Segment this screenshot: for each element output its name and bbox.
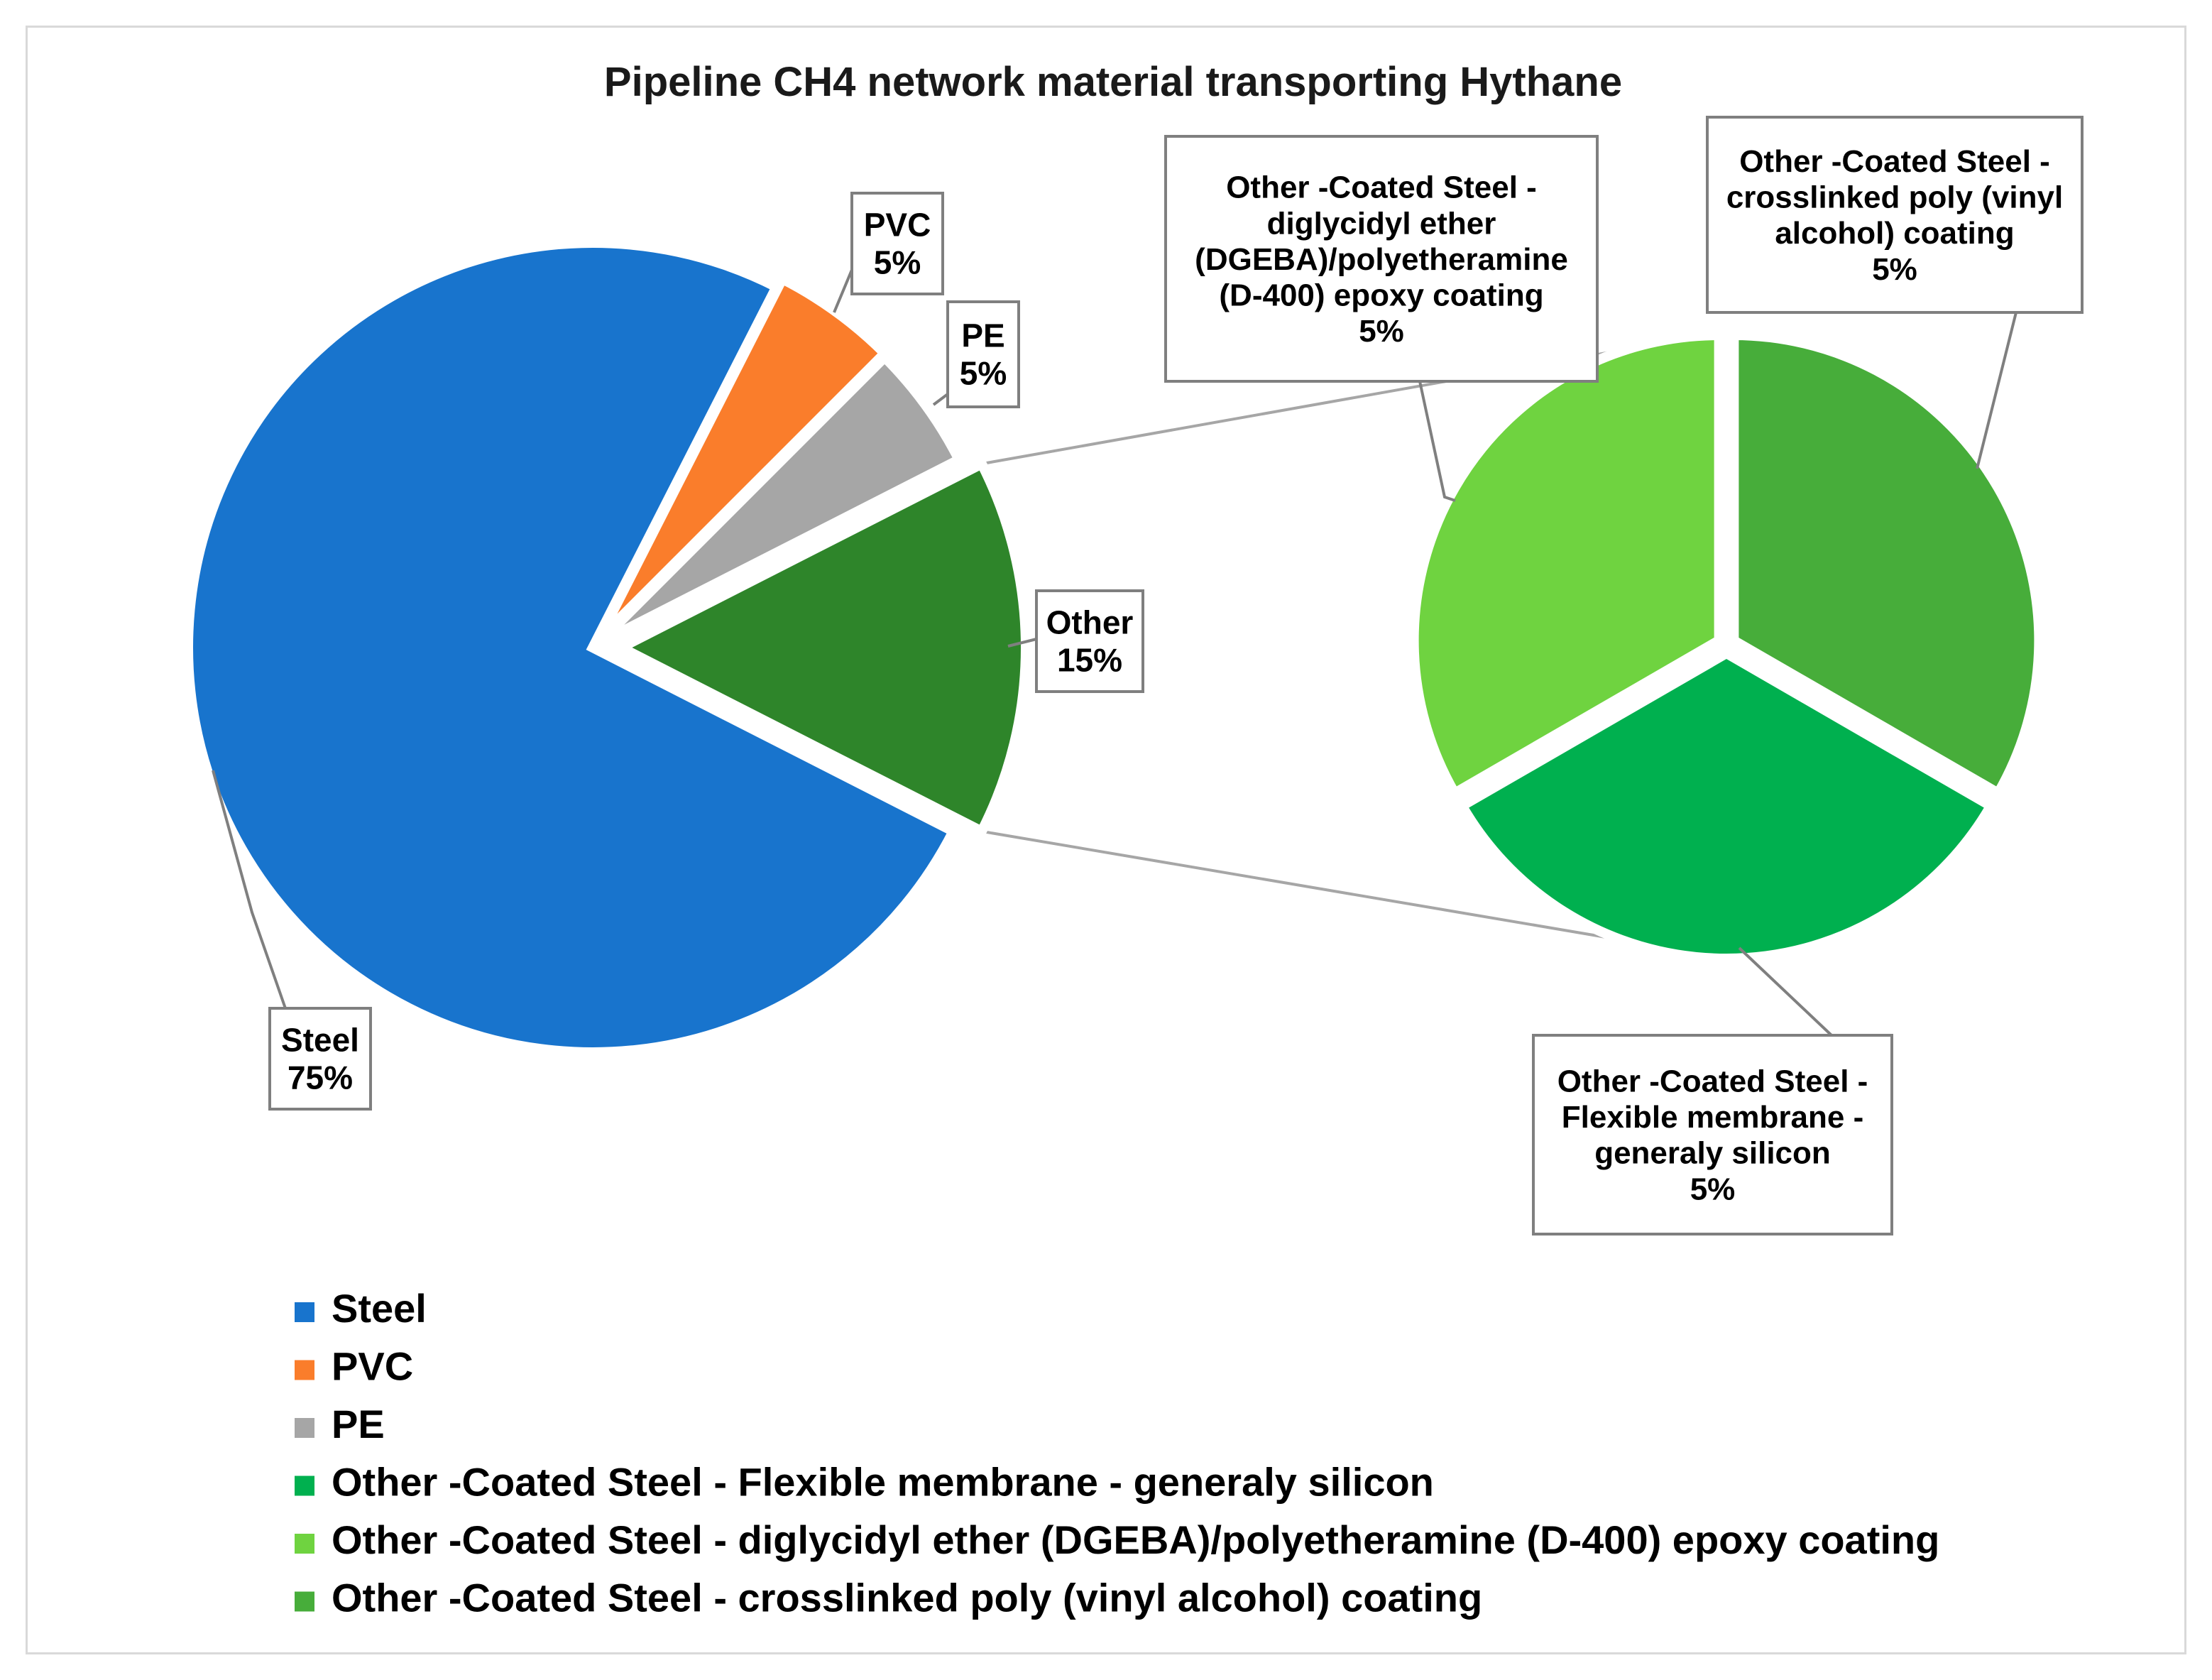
legend-label-4: Other -Coated Steel - Flexible membrane … — [332, 1460, 1434, 1505]
label-box-pvc — [850, 192, 944, 295]
legend-label-3: PE — [332, 1402, 385, 1446]
leader-line-pvc — [833, 269, 853, 313]
label-text-steel-0: Steel — [281, 1022, 359, 1059]
label-box-steel — [268, 1007, 372, 1111]
label-text-pe-1: 5% — [960, 355, 1007, 392]
legend-swatch-3 — [295, 1418, 314, 1438]
label-text-membrane-1: Flexible membrane - — [1562, 1100, 1863, 1135]
label-text-membrane-0: Other -Coated Steel - — [1557, 1064, 1868, 1099]
chart-title: Pipeline CH4 network material transporti… — [604, 59, 1622, 105]
pie-slice-other-coated-steel-flexible-membrane-gen — [1455, 647, 1998, 964]
label-text-pe-0: PE — [961, 317, 1004, 354]
label-text-pvc-1: 5% — [874, 244, 921, 281]
secondary-pie — [1408, 329, 2044, 964]
pie-slice-pe — [595, 350, 966, 648]
legend-swatch-2 — [295, 1360, 314, 1380]
legend-swatch-4 — [295, 1476, 314, 1496]
data-label-pva: Other -Coated Steel -crosslinked poly (v… — [1706, 116, 2084, 469]
legend-label-6: Other -Coated Steel - crosslinked poly (… — [332, 1576, 1482, 1620]
label-text-epoxy-4: 5% — [1359, 314, 1404, 349]
leader-line-epoxy — [1418, 381, 1456, 502]
data-label-membrane: Other -Coated Steel -Flexible membrane -… — [1532, 947, 1893, 1236]
label-text-pva-0: Other -Coated Steel - — [1739, 144, 2050, 179]
label-text-pva-2: alcohol) coating — [1775, 216, 2014, 251]
label-box-other — [1035, 589, 1144, 693]
leader-line-other — [1007, 638, 1037, 648]
legend-item-6: Other -Coated Steel - crosslinked poly (… — [295, 1576, 1482, 1620]
label-text-other-1: 15% — [1057, 642, 1122, 679]
pie-slice-steel — [182, 238, 960, 1057]
label-text-pvc-0: PVC — [864, 207, 931, 244]
label-box-membrane — [1532, 1034, 1893, 1236]
legend-item-4: Other -Coated Steel - Flexible membrane … — [295, 1460, 1434, 1505]
leader-line-pe — [932, 393, 949, 406]
legend-swatch-1 — [295, 1302, 314, 1322]
pie-slice-other — [610, 457, 1031, 839]
legend-swatch-6 — [295, 1591, 314, 1612]
legend-item-5: Other -Coated Steel - diglycidyl ether (… — [295, 1517, 1939, 1562]
legend-item-1: Steel — [295, 1286, 427, 1331]
pie-slice-other-coated-steel-crosslinked-poly-viny — [1729, 329, 2044, 800]
label-box-pe — [946, 300, 1020, 408]
legend-swatch-5 — [295, 1534, 314, 1554]
label-text-pva-1: crosslinked poly (vinyl — [1726, 180, 2063, 215]
label-text-epoxy-0: Other -Coated Steel - — [1226, 170, 1537, 205]
leader-line-pva — [1976, 312, 2017, 469]
connector-line-bottom — [981, 829, 1699, 954]
label-text-other-0: Other — [1046, 604, 1134, 641]
label-text-pva-3: 5% — [1872, 252, 1917, 287]
legend-item-3: PE — [295, 1402, 385, 1446]
legend: Steel PVC PE Other -Coated Steel - Flexible… — [295, 1286, 1939, 1620]
leader-line-membrane — [1738, 947, 1833, 1037]
legend-label-5: Other -Coated Steel - diglycidyl ether (… — [332, 1517, 1939, 1562]
label-text-steel-1: 75% — [288, 1059, 353, 1096]
legend-label-2: PVC — [332, 1344, 413, 1389]
legend-label-1: Steel — [332, 1286, 427, 1331]
label-text-epoxy-1: diglycidyl ether — [1267, 206, 1496, 241]
label-box-pva — [1706, 116, 2084, 314]
data-label-epoxy: Other -Coated Steel -diglycidyl ether(DG… — [1164, 135, 1599, 502]
main-pie — [182, 238, 1031, 1057]
legend-item-2: PVC — [295, 1344, 413, 1389]
label-text-membrane-2: generaly silicon — [1594, 1136, 1831, 1171]
label-text-membrane-3: 5% — [1690, 1172, 1736, 1206]
pie-slice-pvc — [593, 272, 892, 643]
leader-line-steel — [212, 770, 287, 1009]
data-label-pe: PE5% — [932, 300, 1020, 408]
label-text-epoxy-3: (D-400) epoxy coating — [1219, 278, 1543, 313]
pie-slice-other-coated-steel-diglycidyl-ether-dgeb — [1408, 329, 1724, 800]
label-text-epoxy-2: (DGEBA)/polyetheramine — [1195, 242, 1568, 277]
label-box-epoxy — [1164, 135, 1599, 383]
